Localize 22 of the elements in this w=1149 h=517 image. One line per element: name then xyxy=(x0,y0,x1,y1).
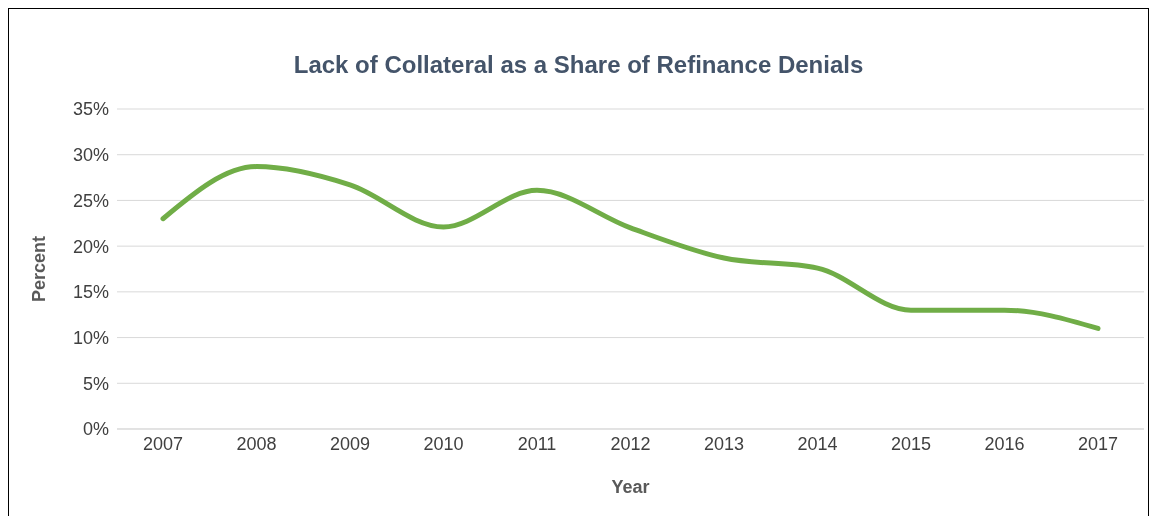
y-axis-title: Percent xyxy=(29,235,50,303)
x-tick-label: 2017 xyxy=(1077,433,1119,454)
chart-title: Lack of Collateral as a Share of Refinance Denials xyxy=(292,51,865,79)
y-tick-label: 0% xyxy=(82,419,109,440)
x-tick-label: 2007 xyxy=(142,433,184,454)
y-tick-label: 20% xyxy=(72,236,109,257)
y-tick-label: 5% xyxy=(82,373,109,394)
x-tick-label: 2010 xyxy=(423,433,464,454)
y-tick-label: 35% xyxy=(72,99,109,120)
x-tick-label: 2012 xyxy=(610,433,651,454)
x-tick-label: 2008 xyxy=(236,433,277,454)
y-tick-label: 10% xyxy=(72,327,109,348)
x-tick-label: 2015 xyxy=(890,433,932,454)
y-tick-label: 15% xyxy=(72,282,109,303)
x-axis-title: Year xyxy=(611,477,650,497)
y-tick-label: 30% xyxy=(72,145,109,166)
y-tick-label: 25% xyxy=(72,190,109,211)
x-tick-label: 2011 xyxy=(517,433,557,454)
x-tick-label: 2013 xyxy=(703,433,745,454)
x-tick-label: 2014 xyxy=(797,433,838,454)
x-tick-label: 2016 xyxy=(984,433,1025,454)
x-tick-label: 2009 xyxy=(329,433,371,454)
